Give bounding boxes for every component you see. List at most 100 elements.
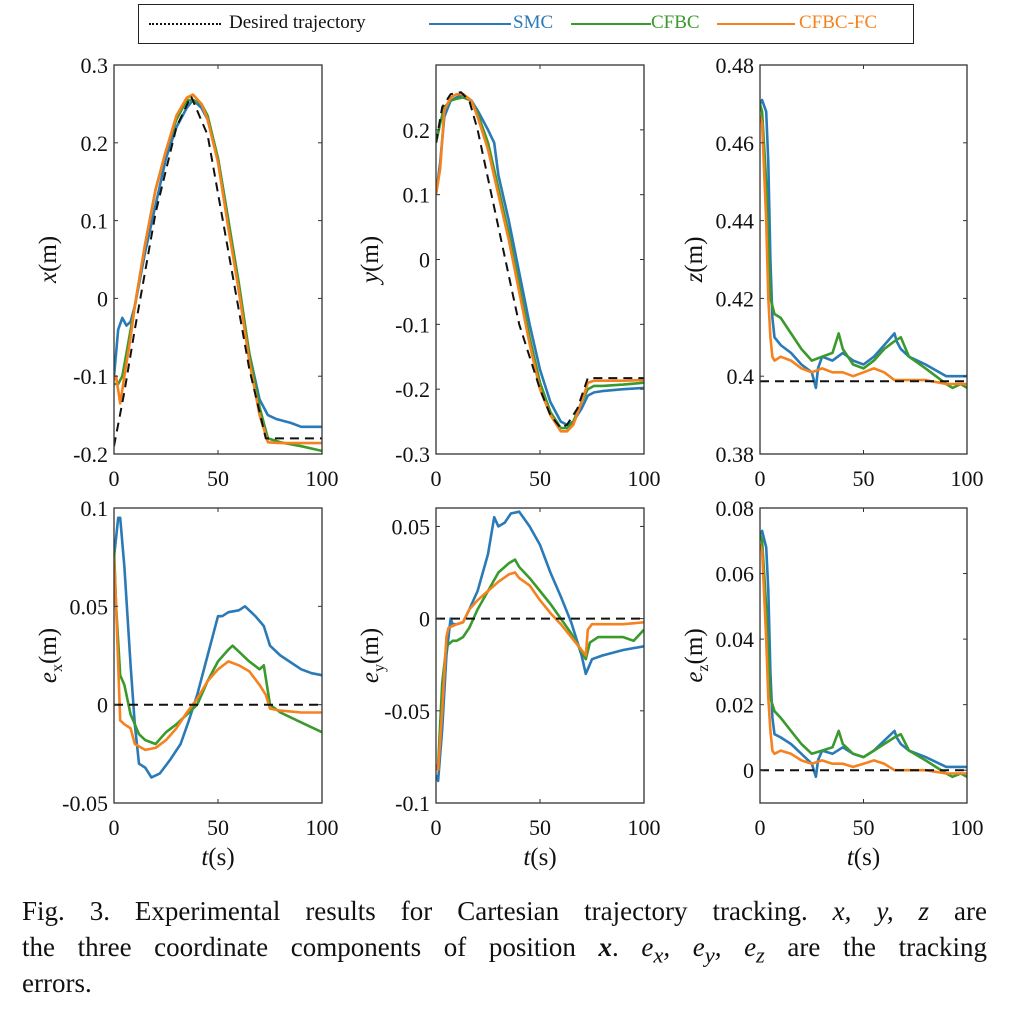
caption-text: Fig. 3. Experimental results for Cartesi…: [22, 896, 808, 926]
x-tick-label: 100: [306, 466, 339, 491]
y-tick-label: 0: [97, 693, 108, 718]
series-cfbc-line: [114, 547, 322, 746]
y-tick-label: -0.3: [395, 442, 430, 467]
x-tick-label: 0: [431, 466, 442, 491]
y-tick-label: -0.1: [395, 312, 430, 337]
series-smc-line: [760, 98, 967, 390]
legend-label-desired: Desired trajectory: [229, 12, 366, 33]
x-tick-label: 50: [853, 466, 875, 491]
y-tick-label: 0.2: [81, 131, 109, 156]
y-axis-label: ey(m): [357, 628, 388, 683]
axes-box: [113, 507, 323, 804]
legend-label-cfbc: CFBC: [651, 12, 700, 33]
x-tick-label: 100: [306, 815, 339, 840]
series-cfbc-line: [760, 533, 967, 779]
caption-text: .: [612, 932, 619, 962]
panel-z: 0 50 100 0.38 0.4 0.42 0.44 0.46 0.48 z(m): [681, 53, 984, 491]
series-desired-trajectory-line: [114, 95, 322, 447]
y-tick-label: 0.3: [81, 53, 109, 78]
x-tick-label: 0: [109, 815, 120, 840]
legend-label-smc: SMC: [513, 12, 554, 33]
series-cfbc-line: [436, 558, 644, 768]
panel-ey: 0 50 100 -0.1 -0.05 0 0.05 ey(m) t(s): [357, 507, 661, 871]
axes-box: [435, 507, 645, 804]
y-tick-label: -0.1: [73, 364, 108, 389]
x-tick-label: 50: [853, 815, 875, 840]
y-tick-label: 0.05: [70, 594, 109, 619]
caption-text: are the tracking: [787, 932, 988, 962]
legend-swatch-smc: [429, 23, 511, 25]
y-tick-label: 0.46: [716, 131, 755, 156]
caption-text: errors.: [22, 968, 92, 998]
y-tick-label: 0.42: [716, 286, 755, 311]
caption-bold-math: x: [598, 932, 613, 962]
y-tick-label: 0.38: [716, 442, 755, 467]
x-tick-label: 50: [529, 466, 551, 491]
x-tick-label: 50: [529, 815, 551, 840]
x-axis-label: t(s): [201, 844, 234, 871]
panel-y: 0 50 100 -0.3 -0.2 -0.1 0 0.1 0.2 y(m): [357, 64, 661, 491]
series-smc-line: [760, 529, 967, 779]
y-axis-label: ex(m): [35, 628, 66, 683]
caption-line-2: the three coordinate components of posit…: [22, 930, 987, 972]
x-tick-label: 100: [628, 466, 661, 491]
caption-line-1: Fig. 3. Experimental results for Cartesi…: [22, 894, 987, 928]
series-cfbc-fc-line: [436, 92, 644, 433]
y-tick-label: 0.1: [81, 209, 109, 234]
legend-swatch-cfbc: [571, 23, 651, 25]
x-axis-label: t(s): [523, 844, 556, 871]
y-tick-label: 0.05: [392, 514, 431, 539]
y-tick-label: 0: [419, 607, 430, 632]
axes-box: [113, 64, 323, 455]
y-tick-label: 0: [419, 248, 430, 273]
x-axis-label: t(s): [847, 844, 880, 871]
axes-box: [759, 64, 968, 455]
x-tick-label: 100: [951, 466, 984, 491]
series-smc-line: [114, 516, 322, 779]
series-smc-line: [436, 92, 644, 427]
y-tick-label: 0.02: [716, 693, 755, 718]
series-desired-trajectory-line: [436, 91, 644, 430]
panel-ez: 0 50 100 0 0.02 0.04 0.06 0.08 ez(m) t(s): [681, 496, 984, 871]
series-cfbc-fc-line: [760, 115, 967, 386]
y-tick-label: 0.08: [716, 496, 755, 521]
caption-text: the three coordinate components of posit…: [22, 932, 576, 962]
panel-x: 0 50 100 -0.2 -0.1 0 0.1 0.2 0.3 x(m): [35, 53, 339, 491]
y-axis-label: x(m): [35, 236, 62, 284]
y-axis-label: z(m): [681, 237, 708, 284]
x-tick-label: 50: [207, 815, 229, 840]
series-cfbc-fc-line: [114, 557, 322, 752]
y-tick-label: 0: [743, 758, 754, 783]
figure-panels: 0 50 100-0.2-0.100.10.20.3x(m)0 50 100-0.3-0…: [35, 53, 984, 871]
y-tick-label: 0.4: [727, 364, 755, 389]
caption-math: x, y, z: [832, 896, 930, 926]
x-tick-label: 0: [755, 815, 766, 840]
y-tick-label: 0.44: [716, 209, 755, 234]
legend-swatch-cfbc-fc: [717, 23, 795, 25]
y-tick-label: 0: [97, 286, 108, 311]
x-tick-label: 0: [755, 466, 766, 491]
y-tick-label: 0.06: [716, 562, 755, 587]
y-tick-label: 0.1: [81, 496, 109, 521]
x-tick-label: 0: [431, 815, 442, 840]
series-smc-line: [114, 98, 322, 429]
x-tick-label: 100: [628, 815, 661, 840]
axes-box: [435, 64, 645, 455]
series-smc-line: [436, 510, 644, 783]
y-tick-label: -0.2: [395, 377, 430, 402]
axes-box: [759, 507, 968, 804]
caption-line-3: errors.: [22, 966, 987, 1000]
x-tick-label: 50: [207, 466, 229, 491]
y-axis-label: y(m): [357, 236, 384, 286]
y-tick-label: -0.05: [62, 791, 108, 816]
y-tick-label: -0.1: [395, 791, 430, 816]
y-tick-label: 0.04: [716, 627, 755, 652]
y-tick-label: -0.05: [384, 699, 430, 724]
legend: Desired trajectory SMC CFBC CFBC-FC: [138, 4, 914, 44]
y-axis-label: ez(m): [681, 628, 712, 682]
y-tick-label: 0.2: [403, 118, 431, 143]
caption-math-errors: ex, ey, ez: [641, 932, 765, 968]
series-cfbc-fc-line: [760, 543, 967, 775]
caption-text: are: [954, 896, 987, 926]
legend-label-cfbc-fc: CFBC-FC: [799, 12, 878, 33]
